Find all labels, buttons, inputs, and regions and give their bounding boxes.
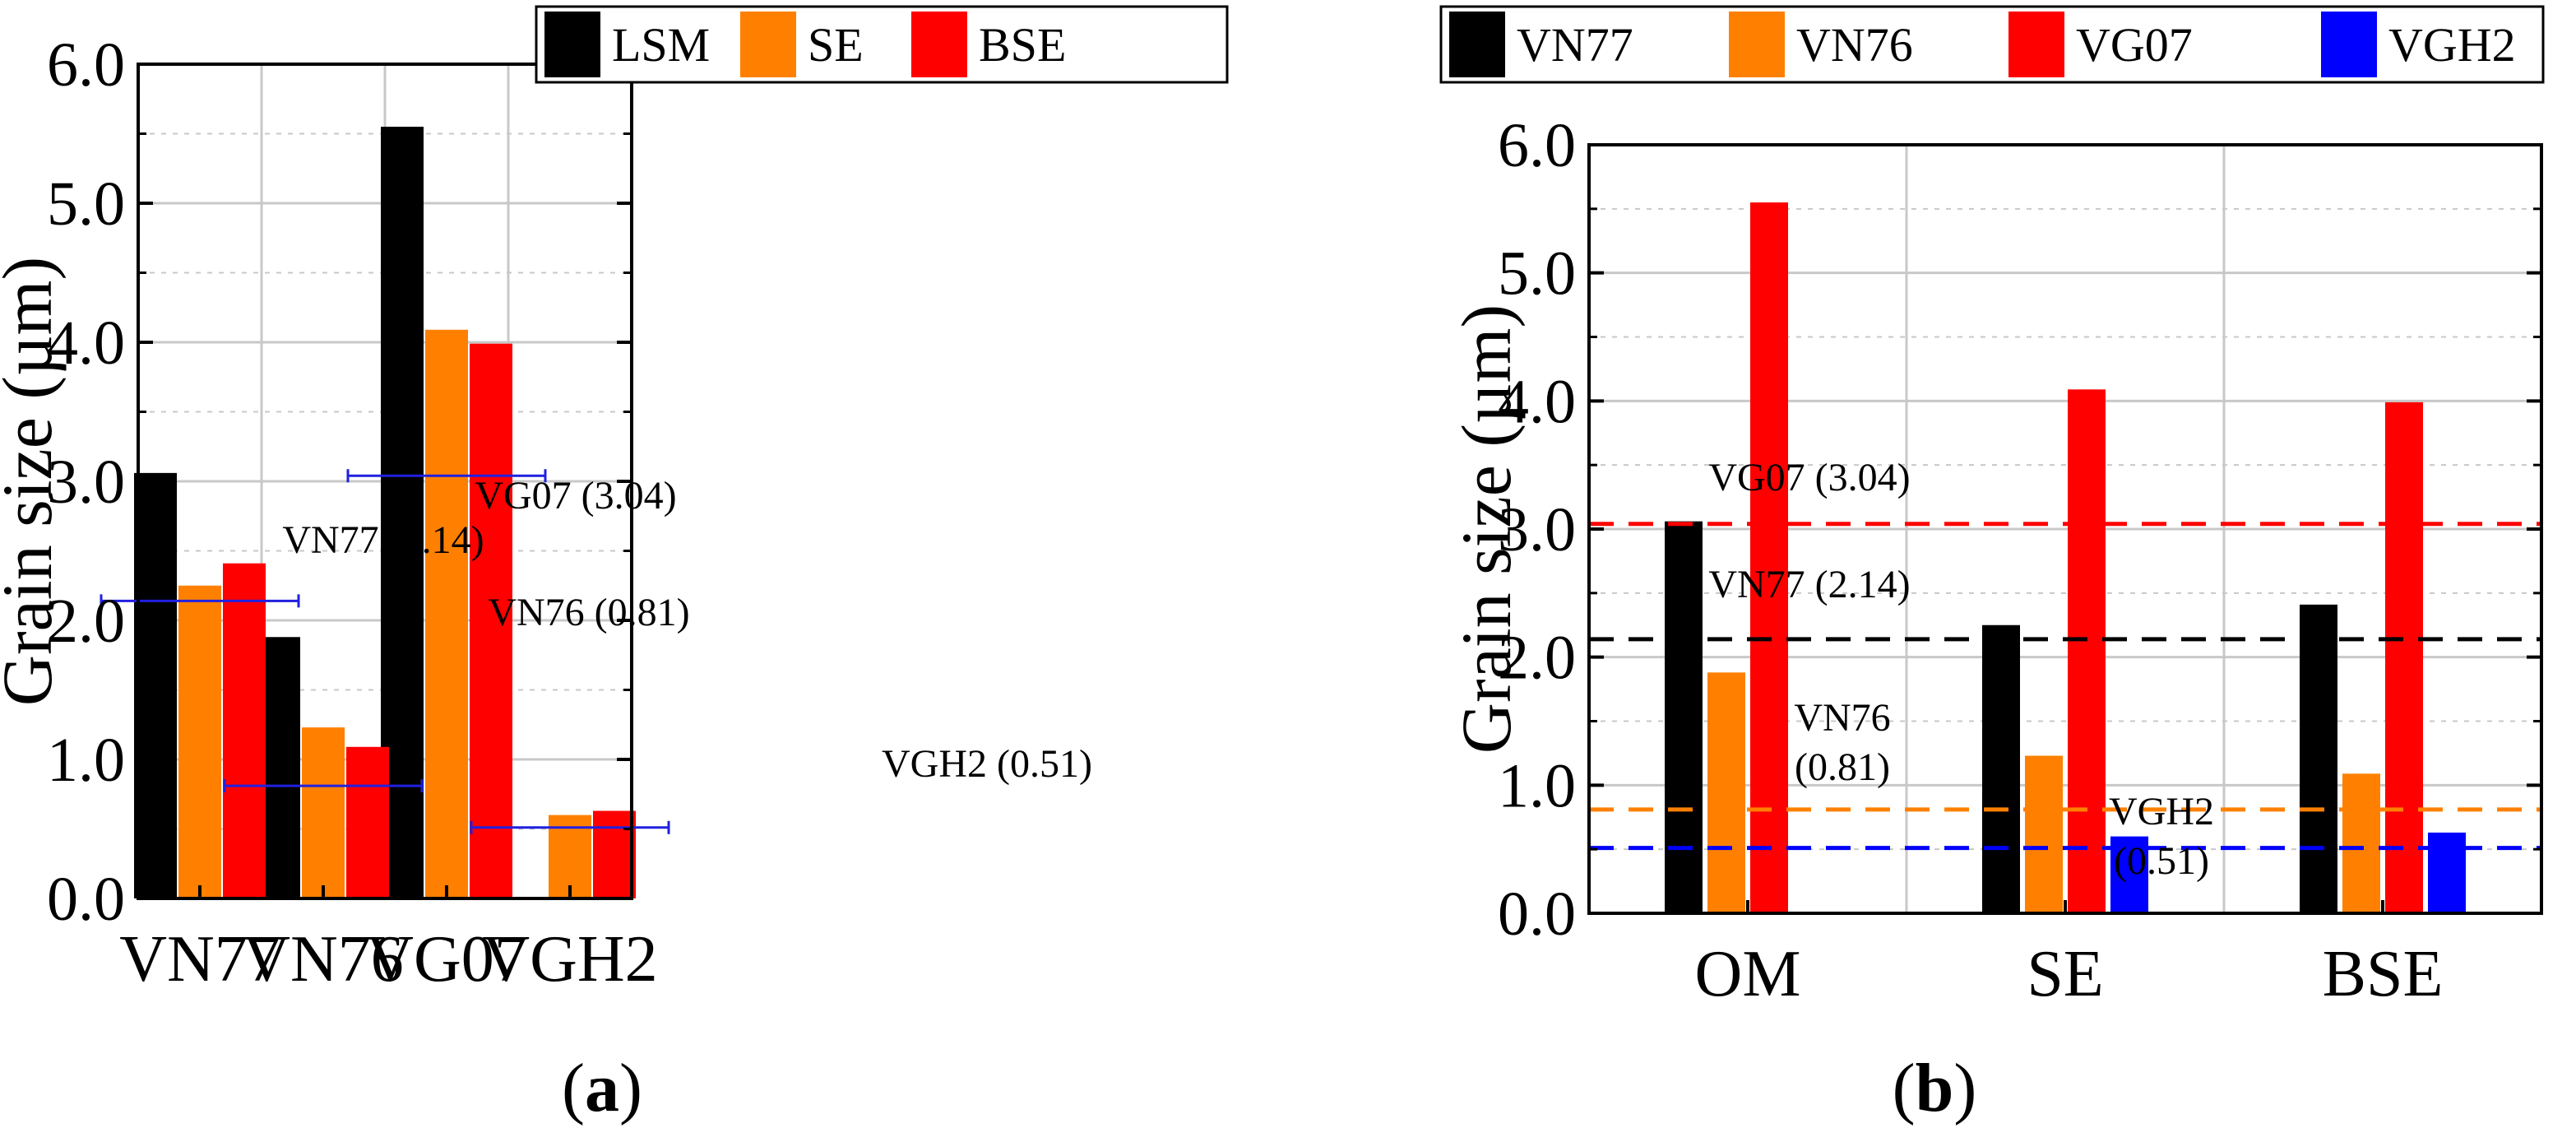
legend-swatch-vg07: [2008, 12, 2064, 77]
x-category-label-bse: BSE: [2323, 938, 2444, 1010]
caption-letter: a: [585, 1050, 619, 1126]
chart-panel-b: VG07 (3.04) VN77 (2.14) VN76 (0.81) VGH2 (0.5…: [1439, 5, 2545, 1126]
caption-close: ): [1953, 1050, 1976, 1126]
bar-se-vn76: [302, 727, 345, 898]
x-category-label-vg07: VG07: [366, 923, 527, 996]
bar-lsm-vn77: [134, 472, 177, 898]
y-tick-label: 3.0: [1498, 495, 1576, 564]
bars: [1665, 202, 2466, 914]
y-tick-label: 0.0: [47, 865, 125, 934]
legend-swatch-bse: [911, 12, 967, 77]
chart-panel-a: VN77 (2.14)VN76 (0.81) VG07 (3.04) VGH2 (0…: [0, 5, 1229, 1126]
y-tick-label: 0.0: [1498, 880, 1576, 949]
y-tick-label: 4.0: [1498, 367, 1576, 436]
bar-se-vgh2: [549, 815, 591, 898]
reference-label-vgh2: (0.51): [2114, 839, 2209, 883]
bar-se-vg07: [425, 329, 468, 898]
reference-lines: VG07 (3.04) VN77 (2.14) VN76 (0.81) VGH2 (0.5…: [1589, 456, 2541, 883]
legend: VN77 VN76 VG07 VGH2: [1439, 5, 2545, 84]
bar-bse-vn77: [223, 563, 266, 898]
legend-swatch-vn77: [1449, 12, 1505, 77]
y-tick-label: 6.0: [1498, 111, 1576, 180]
caption-letter: b: [1916, 1050, 1954, 1126]
legend-label-vn77: VN77: [1517, 18, 1633, 72]
axes: 0.0 1.0 2.0 3.0 4.0 5.0 6.0 OM SE BSE Grain size (…: [1447, 111, 2543, 1010]
bar-vn76-bse: [2342, 773, 2380, 913]
reference-label-vg07: VG07 (3.04): [1708, 456, 1910, 499]
y-tick-label: 5.0: [1498, 239, 1576, 309]
y-tick-label: 3.0: [47, 448, 125, 517]
reference-label-vn76: VN76: [1794, 696, 1890, 740]
legend-swatch-vgh2: [2321, 12, 2377, 77]
legend-label-bse: BSE: [979, 18, 1066, 72]
bar-bse-vg07: [470, 343, 512, 898]
y-tick-label: 1.0: [47, 726, 125, 795]
legend-swatch-lsm: [544, 12, 600, 77]
bar-bse-vgh2: [593, 810, 636, 898]
legend-label-vgh2: VGH2: [2388, 18, 2516, 72]
y-tick-label: 2.0: [47, 587, 125, 656]
reference-label-vn77: VN77 (2.14): [1708, 563, 1910, 606]
caption: (a): [562, 1050, 642, 1126]
bar-vg07-om: [1750, 202, 1788, 914]
legend-box: [535, 5, 1229, 84]
bar-vg07-bse: [2385, 402, 2423, 913]
reference-lines: VN77 (2.14)VN76 (0.81) VG07 (3.04) VGH2 (0…: [100, 469, 1092, 834]
caption-open: (: [1893, 1050, 1916, 1126]
bar-vn77-om: [1665, 521, 1703, 913]
reference-label-vn76: (0.81): [1795, 745, 1890, 789]
x-category-label-se: SE: [2027, 938, 2103, 1010]
bar-se-vn77: [178, 585, 221, 898]
legend-swatch-vn76: [1729, 12, 1785, 77]
y-tick-label: 4.0: [47, 309, 125, 378]
y-axis-label: Grain size (µm): [1447, 304, 1526, 754]
x-category-label-vgh2: VGH2: [482, 923, 657, 996]
reference-label-vn76: VN76 (0.81): [488, 591, 689, 634]
reference-label-vgh2: VGH2: [2109, 790, 2214, 833]
x-category-label-vn76: VN76: [243, 923, 404, 996]
y-tick-label: 2.0: [1498, 624, 1576, 693]
bar-bse-vn76: [346, 746, 389, 898]
legend-label-se: SE: [808, 18, 864, 72]
legend-swatch-se: [740, 12, 796, 77]
bars: [134, 127, 636, 899]
bar-vn77-se: [1982, 624, 2020, 913]
bar-vgh2-bse: [2428, 832, 2466, 913]
y-tick-label: 6.0: [47, 30, 125, 100]
legend-label-vg07: VG07: [2076, 18, 2193, 72]
y-tick-label: 1.0: [1498, 751, 1576, 820]
bar-vn76-om: [1707, 672, 1745, 913]
y-axis-label: Grain size (µm): [0, 257, 67, 706]
bar-vg07-se: [2068, 389, 2106, 913]
legend-label-vn76: VN76: [1796, 18, 1913, 72]
caption-open: (: [562, 1050, 585, 1126]
legend-label-lsm: LSM: [612, 18, 710, 72]
y-tick-label: 5.0: [47, 169, 125, 239]
x-category-label-om: OM: [1695, 938, 1801, 1010]
reference-label-vgh2: VGH2 (0.51): [882, 742, 1092, 786]
reference-label-vn77: VN77 (2.14): [282, 518, 484, 562]
caption-close: ): [619, 1050, 642, 1126]
bar-vn76-se: [2025, 755, 2063, 913]
legend: LSM SE BSE: [535, 5, 1229, 84]
reference-label-vg07: VG07 (3.04): [475, 474, 676, 518]
bar-vn77-bse: [2300, 604, 2337, 913]
x-category-label-vn77: VN77: [119, 923, 280, 996]
caption: (b): [1893, 1050, 1977, 1126]
